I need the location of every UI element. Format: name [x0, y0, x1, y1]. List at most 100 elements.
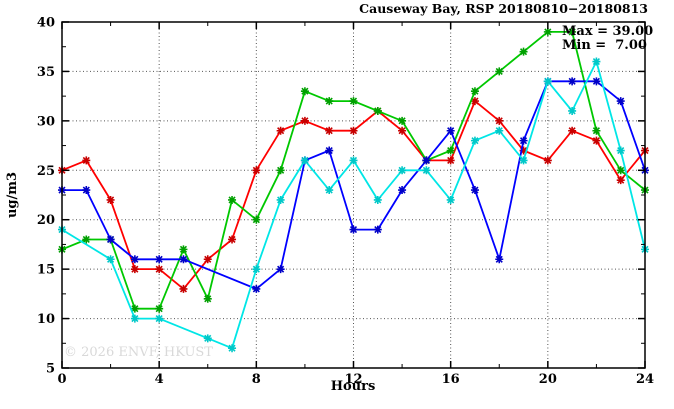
y-tick-label: 5 — [46, 362, 55, 377]
data-point-marker — [616, 166, 625, 175]
x-tick-labels: 0 4 8 12 16 20 24 — [57, 372, 654, 387]
data-point-marker — [568, 126, 577, 135]
data-point-marker — [592, 77, 601, 86]
data-point-marker — [130, 265, 139, 274]
data-point-marker — [568, 27, 577, 36]
data-point-marker — [130, 304, 139, 313]
data-point-marker — [203, 334, 212, 343]
data-point-marker — [495, 126, 504, 135]
data-point-marker — [179, 284, 188, 293]
data-point-marker — [300, 156, 309, 165]
data-point-marker — [130, 314, 139, 323]
axes-frame — [61, 21, 646, 369]
data-point-marker — [495, 255, 504, 264]
data-point-marker — [155, 314, 164, 323]
data-point-marker — [470, 136, 479, 145]
data-point-marker — [398, 166, 407, 175]
data-point-marker — [373, 195, 382, 204]
data-point-marker — [543, 156, 552, 165]
data-point-marker — [82, 156, 91, 165]
data-point-marker — [276, 195, 285, 204]
data-point-marker — [422, 156, 431, 165]
y-tick-label: 35 — [37, 65, 55, 80]
x-tick-label: 8 — [252, 372, 261, 387]
data-point-marker — [325, 126, 334, 135]
data-point-marker — [519, 146, 528, 155]
data-point-marker — [616, 176, 625, 185]
data-point-marker — [349, 225, 358, 234]
y-tick-label: 40 — [37, 16, 55, 31]
data-point-marker — [470, 97, 479, 106]
data-point-marker — [155, 304, 164, 313]
data-point-marker — [349, 156, 358, 165]
data-point-marker — [422, 166, 431, 175]
data-point-marker — [446, 156, 455, 165]
data-point-marker — [276, 166, 285, 175]
data-point-marker — [276, 126, 285, 135]
data-point-marker — [398, 116, 407, 125]
data-point-marker — [82, 186, 91, 195]
data-point-marker — [398, 126, 407, 135]
y-tick-label: 15 — [37, 263, 55, 278]
x-axis-label: Hours — [331, 379, 376, 394]
data-point-marker — [106, 255, 115, 264]
data-point-marker — [349, 97, 358, 106]
data-point-marker — [446, 126, 455, 135]
y-tick-label: 25 — [37, 164, 55, 179]
x-tick-label: 16 — [442, 372, 460, 387]
data-point-marker — [155, 255, 164, 264]
data-point-marker — [592, 136, 601, 145]
data-point-marker — [495, 116, 504, 125]
data-point-marker — [228, 344, 237, 353]
x-tick-label: 4 — [155, 372, 164, 387]
y-tick-label: 10 — [37, 312, 55, 327]
data-point-marker — [470, 87, 479, 96]
data-point-marker — [592, 57, 601, 66]
data-point-marker — [373, 225, 382, 234]
data-point-marker — [252, 265, 261, 274]
y-tick-label: 30 — [37, 114, 55, 129]
max-annotation: Max = 39.00 — [562, 24, 653, 39]
data-point-marker — [252, 215, 261, 224]
y-axis-label: ug/m3 — [5, 172, 20, 218]
y-tick-labels: 5 10 15 20 25 30 35 40 — [37, 16, 55, 377]
data-point-marker — [106, 235, 115, 244]
data-point-marker — [179, 255, 188, 264]
data-point-marker — [519, 156, 528, 165]
data-point-marker — [252, 284, 261, 293]
data-point-marker — [252, 166, 261, 175]
data-point-marker — [519, 136, 528, 145]
data-point-marker — [130, 255, 139, 264]
data-point-marker — [568, 77, 577, 86]
x-tick-label: 12 — [344, 372, 362, 387]
data-point-marker — [228, 235, 237, 244]
data-point-marker — [568, 106, 577, 115]
data-point-marker — [446, 195, 455, 204]
data-point-marker — [470, 186, 479, 195]
data-point-marker — [325, 186, 334, 195]
data-point-marker — [495, 67, 504, 76]
data-point-marker — [276, 265, 285, 274]
data-point-marker — [300, 87, 309, 96]
data-point-marker — [349, 126, 358, 135]
series-lines — [58, 27, 649, 353]
data-point-marker — [543, 27, 552, 36]
data-point-marker — [519, 47, 528, 56]
data-point-marker — [325, 97, 334, 106]
rsp-day-4-cyan — [58, 57, 649, 353]
data-point-marker — [203, 294, 212, 303]
data-point-marker — [325, 146, 334, 155]
data-point-marker — [179, 245, 188, 254]
data-point-marker — [203, 255, 212, 264]
data-point-marker — [373, 106, 382, 115]
rsp-day-1-red — [58, 97, 649, 293]
data-point-marker — [398, 186, 407, 195]
data-point-marker — [616, 97, 625, 106]
data-point-marker — [446, 146, 455, 155]
data-point-marker — [228, 195, 237, 204]
min-annotation: Min = 7.00 — [562, 38, 647, 53]
x-tick-label: 20 — [539, 372, 557, 387]
gridlines — [62, 22, 645, 368]
